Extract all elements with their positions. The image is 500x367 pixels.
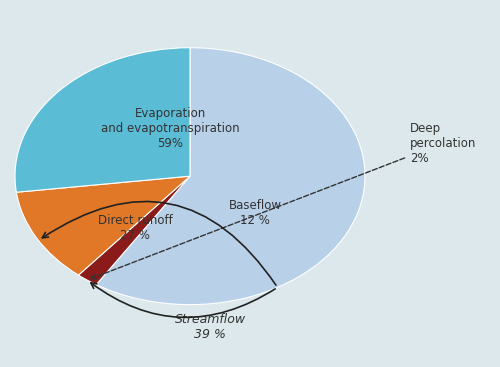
Wedge shape bbox=[96, 48, 365, 305]
Text: Direct runoff
27 %: Direct runoff 27 % bbox=[98, 214, 172, 241]
Text: Baseflow
12 %: Baseflow 12 % bbox=[228, 199, 281, 227]
Wedge shape bbox=[78, 176, 190, 285]
Wedge shape bbox=[16, 176, 190, 275]
Text: Streamflow
39 %: Streamflow 39 % bbox=[174, 313, 246, 341]
Text: Evaporation
and evapotranspiration
59%: Evaporation and evapotranspiration 59% bbox=[100, 107, 239, 150]
Wedge shape bbox=[15, 48, 190, 192]
Text: Deep
percolation
2%: Deep percolation 2% bbox=[91, 121, 476, 279]
